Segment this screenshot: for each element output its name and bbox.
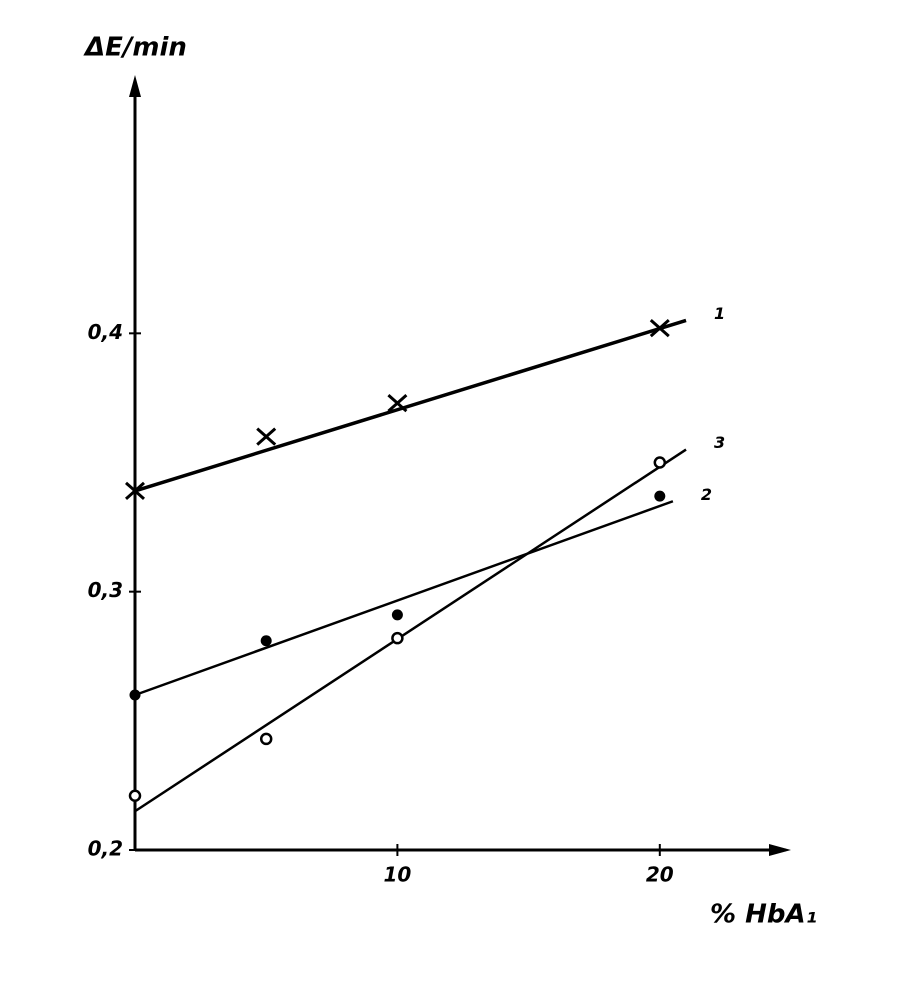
series-label: 1 [714,304,725,323]
chart: ΔE/min % HbA₁ 0,2 0,3 0,4 10 20 1 2 3 [0,0,909,985]
y-axis-title: ΔE/min [83,33,187,63]
fit-line [135,450,686,812]
fit-line [135,320,686,491]
filled-marker [130,690,141,701]
y-tick-label: 0,2 [88,837,123,861]
x-tick-label: 10 [383,863,411,887]
open-marker [130,791,140,801]
filled-marker [261,635,272,646]
series-label: 3 [714,433,725,452]
y-tick-label: 0,4 [88,320,123,344]
open-marker [261,734,271,744]
x-tick-label: 20 [646,863,674,887]
x-marker [257,429,275,445]
filled-marker [654,491,665,502]
x-axis-arrow [769,844,791,856]
filled-marker [392,609,403,620]
open-marker [392,633,402,643]
open-marker [655,458,665,468]
fit-line [135,501,673,695]
series-label: 2 [701,485,712,504]
y-tick-label: 0,3 [88,578,123,602]
y-axis-arrow [129,75,141,97]
x-axis-title: % HbA₁ [710,900,817,930]
